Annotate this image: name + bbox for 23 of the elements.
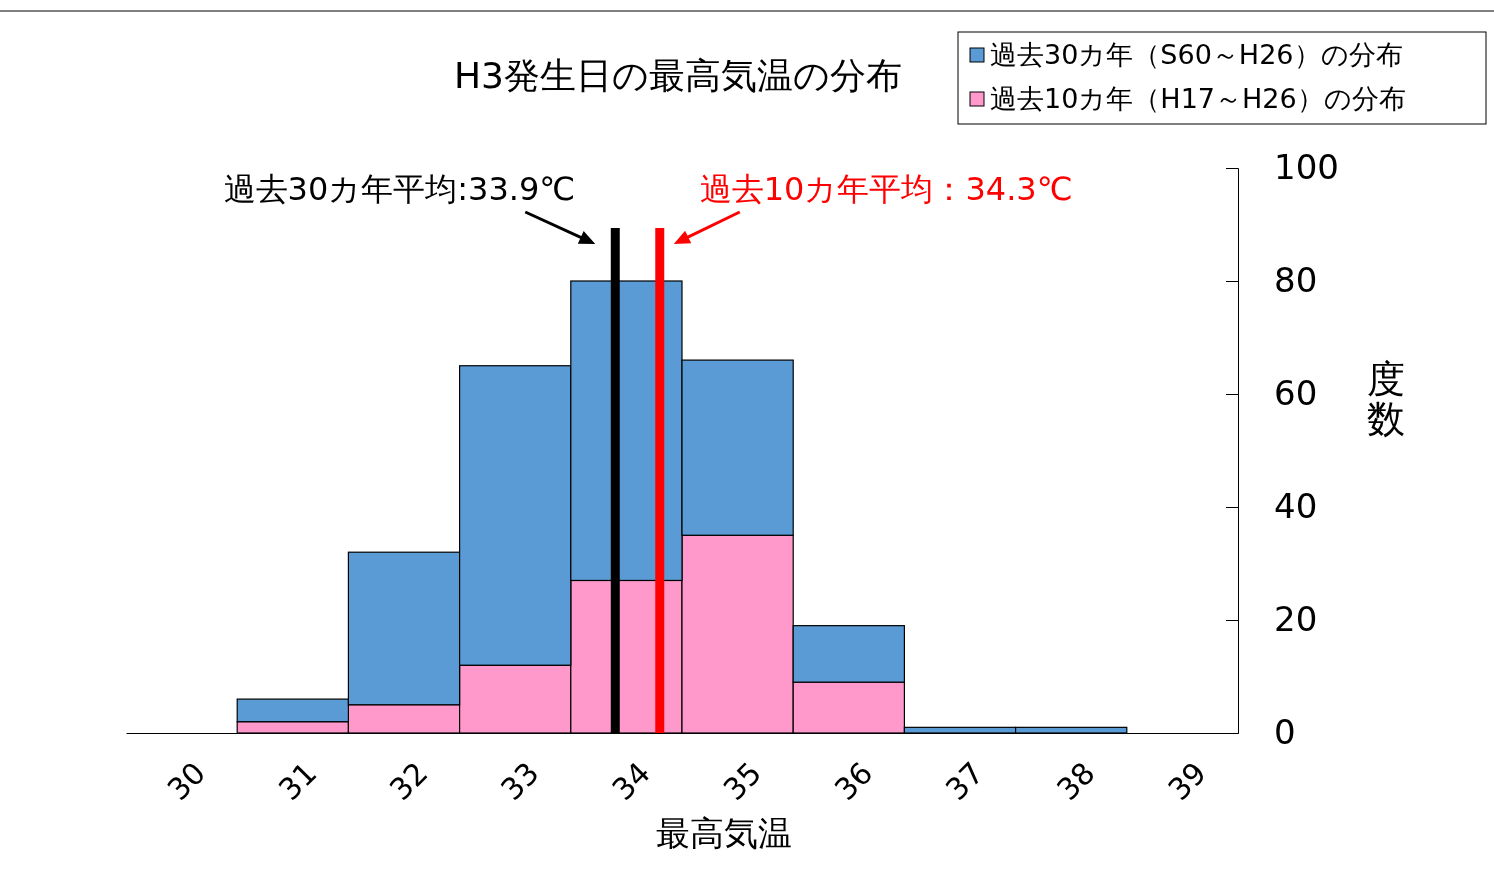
x-tick-label: 37	[938, 755, 991, 807]
x-tick-label: 36	[827, 755, 880, 807]
x-axis-title: 最高気温	[656, 813, 792, 853]
x-tick-label: 38	[1050, 755, 1102, 807]
x-tick-label: 35	[716, 755, 769, 807]
ref-line-label: 過去30カ年平均:33.9℃	[223, 170, 576, 208]
y-tick-label: 20	[1274, 599, 1318, 640]
legend-label: 過去30カ年（S60～H26）の分布	[990, 39, 1403, 70]
y-tick-label: 40	[1274, 486, 1318, 527]
y-tick-label: 0	[1274, 712, 1296, 753]
x-tick-label: 32	[382, 755, 435, 807]
y-tick-label: 80	[1274, 260, 1318, 301]
x-tick-label: 39	[1161, 755, 1213, 807]
legend-label: 過去10カ年（H17～H26）の分布	[990, 83, 1406, 114]
y-axis-title: 度数	[1367, 357, 1405, 441]
y-tick-label: 100	[1274, 147, 1339, 188]
x-tick-label: 31	[271, 755, 324, 807]
x-tick-label: 34	[605, 755, 657, 807]
y-tick-label: 60	[1274, 373, 1318, 414]
ref-line-label: 過去10カ年平均：34.3℃	[699, 170, 1073, 208]
chart-title: H3発生日の最高気温の分布	[454, 55, 902, 96]
x-tick-label: 33	[494, 755, 546, 807]
x-tick-label: 30	[160, 755, 213, 807]
